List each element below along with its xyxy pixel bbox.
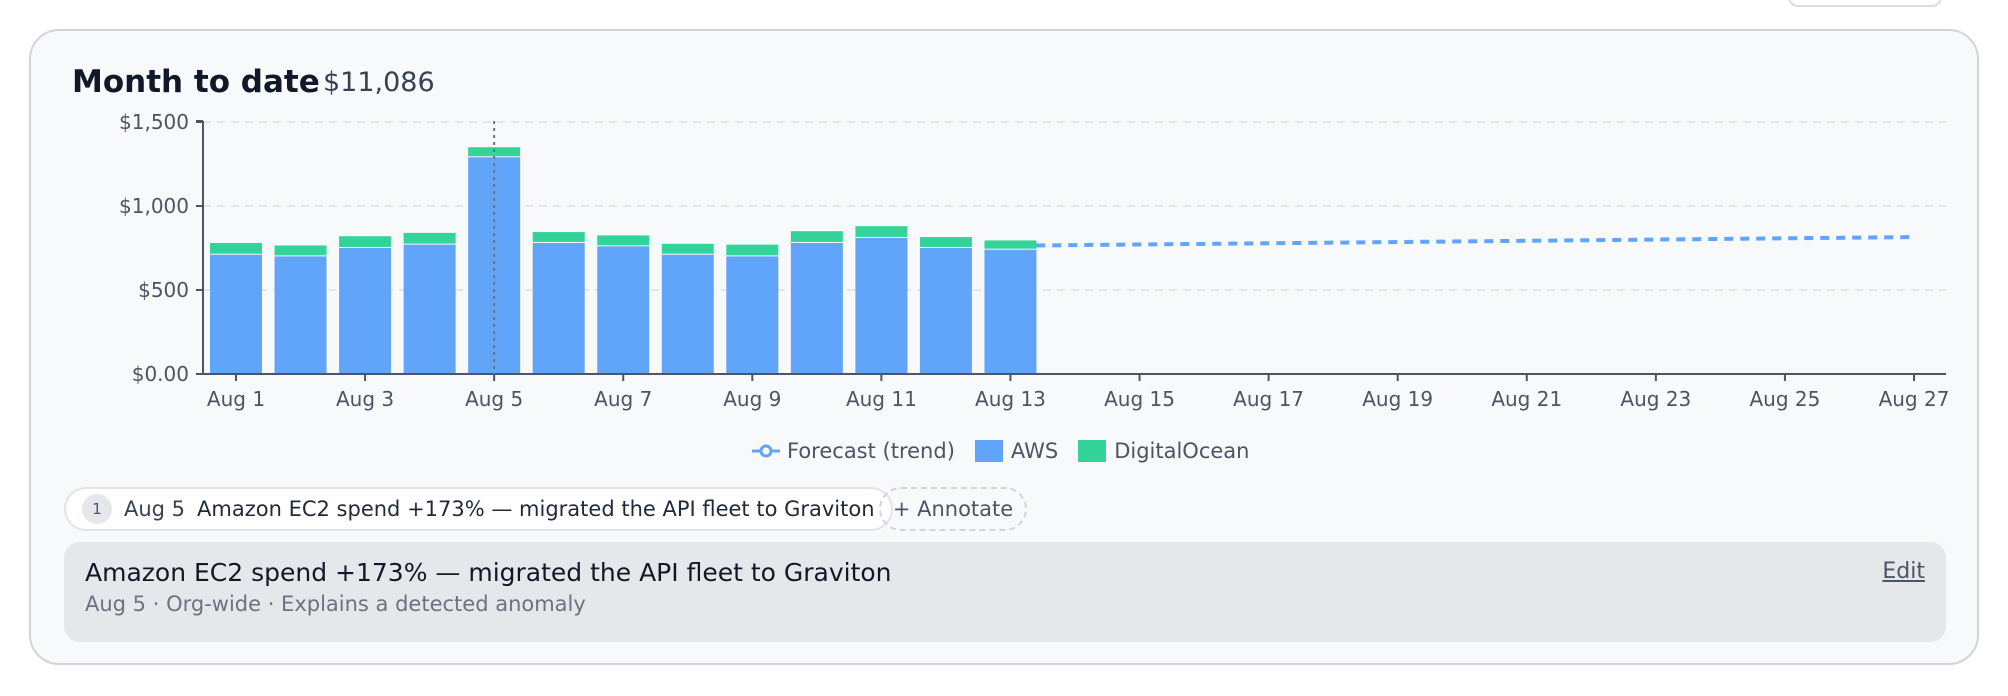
y-tick-label: $1,000 xyxy=(119,194,189,218)
axes: $0.00 $500 $1,000 $1,500 Aug 1 Aug 3 Aug 5 Aug … xyxy=(119,110,1949,411)
bar-digitalocean xyxy=(403,232,456,244)
bar-aws xyxy=(403,244,456,374)
bar-digitalocean xyxy=(210,242,262,254)
legend-digitalocean-label: DigitalOcean xyxy=(1114,439,1250,463)
bar-aws xyxy=(339,248,392,374)
bar-digitalocean xyxy=(726,244,779,256)
bar-digitalocean xyxy=(532,232,585,242)
x-tick-label: Aug 5 xyxy=(465,387,523,411)
bar-digitalocean xyxy=(984,240,1037,249)
edit-link[interactable]: Edit xyxy=(1882,559,1925,584)
month-total: $11,086 xyxy=(323,67,435,98)
bar-aws xyxy=(855,237,908,374)
forecast-line xyxy=(1036,235,1915,248)
x-tick-label: Aug 21 xyxy=(1491,387,1562,411)
chart-legend: Forecast (trend) AWS DigitalOcean xyxy=(751,436,1269,466)
legend-forecast[interactable]: Forecast (trend) xyxy=(751,439,955,463)
bar-digitalocean xyxy=(790,231,843,242)
bar-digitalocean xyxy=(597,235,650,246)
x-tick-label: Aug 1 xyxy=(207,387,265,411)
detail-meta: Aug 5 · Org-wide · Explains a detected a… xyxy=(85,592,586,616)
annotation-text: Amazon EC2 spend +173% — migrated the AP… xyxy=(197,497,875,521)
x-tick-label: Aug 9 xyxy=(723,387,781,411)
bar-aws xyxy=(919,248,972,374)
bars xyxy=(210,147,1037,374)
x-tick-label: Aug 27 xyxy=(1879,387,1950,411)
legend-forecast-label: Forecast (trend) xyxy=(787,439,955,463)
annotation-number: 1 xyxy=(82,494,112,524)
bar-aws xyxy=(274,256,327,374)
bar-aws xyxy=(726,256,779,374)
bar-digitalocean xyxy=(339,236,392,247)
month-to-date-card: Month to date $11,086 $0.00 $500 $1,000 $1,… xyxy=(29,29,1979,665)
bar-aws xyxy=(790,242,843,374)
x-tick-label: Aug 13 xyxy=(975,387,1046,411)
spend-chart: $0.00 $500 $1,000 $1,500 Aug 1 Aug 3 Aug 5 Aug … xyxy=(119,110,1949,411)
x-tick-label: Aug 7 xyxy=(594,387,652,411)
bar-aws xyxy=(532,242,585,374)
card-title: Month to date xyxy=(72,64,320,100)
bar-digitalocean xyxy=(855,226,908,237)
forecast-trend xyxy=(1036,235,1915,248)
digitalocean-swatch xyxy=(1078,440,1107,462)
x-tick-label: Aug 19 xyxy=(1362,387,1433,411)
bar-digitalocean xyxy=(919,237,972,247)
legend-digitalocean[interactable]: DigitalOcean xyxy=(1078,439,1249,463)
x-tick-label: Aug 17 xyxy=(1233,387,1304,411)
bar-aws xyxy=(661,254,714,374)
annotation-chip[interactable]: 1 Aug 5 Amazon EC2 spend +173% — migrate… xyxy=(64,487,893,531)
bar-digitalocean xyxy=(274,245,327,256)
y-tick-label: $1,500 xyxy=(119,110,189,134)
forecast-line-icon xyxy=(752,444,780,458)
bar-aws xyxy=(210,254,262,374)
annotation-detail-panel: Amazon EC2 spend +173% — migrated the AP… xyxy=(64,542,1946,642)
top-control[interactable] xyxy=(1788,0,1942,7)
legend-aws-label: AWS xyxy=(1010,439,1059,463)
x-tick-label: Aug 11 xyxy=(846,387,917,411)
annotation-date: Aug 5 xyxy=(124,497,186,521)
y-tick-label: $0.00 xyxy=(132,362,189,386)
x-tick-label: Aug 15 xyxy=(1104,387,1175,411)
y-tick-label: $500 xyxy=(138,278,189,302)
x-tick-label: Aug 23 xyxy=(1620,387,1691,411)
x-tick-label: Aug 25 xyxy=(1749,387,1820,411)
detail-title: Amazon EC2 spend +173% — migrated the AP… xyxy=(85,558,892,587)
legend-aws[interactable]: AWS xyxy=(974,439,1059,463)
bar-aws xyxy=(468,157,521,374)
bar-digitalocean xyxy=(661,243,714,254)
aws-swatch xyxy=(974,440,1003,462)
x-tick-label: Aug 3 xyxy=(336,387,394,411)
grid-lines xyxy=(203,121,1946,291)
bar-aws xyxy=(984,249,1037,374)
bar-aws xyxy=(597,246,650,374)
annotate-button[interactable]: + Annotate xyxy=(879,487,1027,531)
